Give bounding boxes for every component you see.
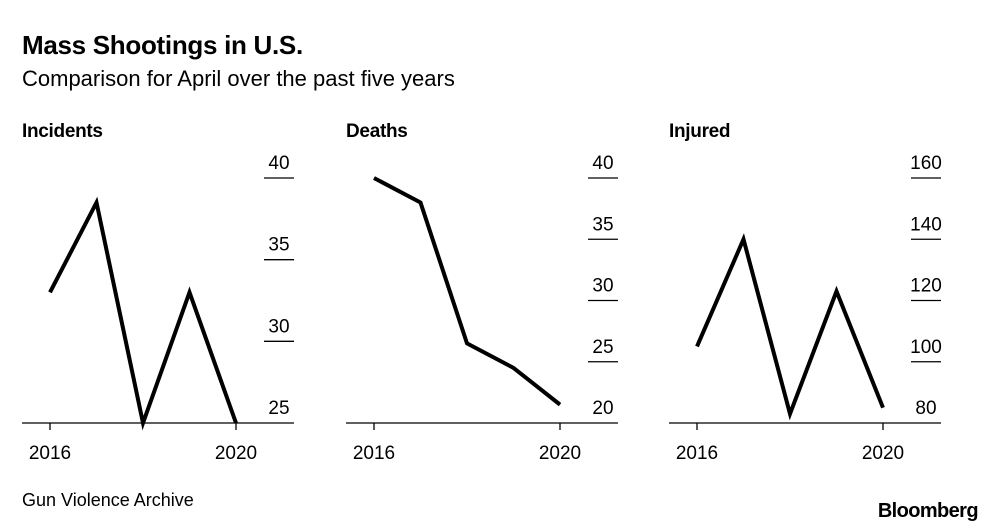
y-tick-label: 25: [592, 337, 613, 358]
y-tick-label: 40: [592, 153, 613, 174]
y-tick-label: 160: [910, 153, 942, 174]
y-tick-label: 80: [915, 398, 936, 419]
injured-panel-title: Injured: [669, 121, 731, 142]
bloomberg-logo: Bloomberg: [877, 500, 979, 522]
series-line: [373, 176, 562, 407]
y-tick-label: 100: [910, 337, 942, 358]
deaths-panel-title: Deaths: [346, 121, 408, 142]
y-tick-label: 30: [268, 316, 289, 337]
chart-subtitle: Comparison for April over the past five …: [22, 66, 455, 91]
y-tick-label: 25: [268, 398, 289, 419]
incidents-chart: 25 30 35 40 2016 2020: [22, 153, 294, 464]
deaths-chart: 20 25 30 35 40 2016 2020: [346, 153, 618, 464]
injured-panel: Injured 80 100 120 140 160 2016 2020: [669, 118, 969, 478]
y-tick-label: 30: [592, 276, 613, 297]
y-tick-label: 140: [910, 214, 942, 235]
y-tick-label: 40: [268, 153, 289, 174]
x-tick-label: 2016: [353, 443, 395, 464]
y-tick-label: 35: [592, 214, 613, 235]
chart-title: Mass Shootings in U.S.: [22, 30, 303, 60]
x-tick-label: 2016: [29, 443, 71, 464]
x-tick-label: 2020: [539, 443, 581, 464]
deaths-panel: Deaths 20 25 30 35 40 2016 2020: [346, 118, 646, 478]
x-tick-label: 2016: [676, 443, 718, 464]
x-tick-label: 2020: [215, 443, 257, 464]
incidents-panel: Incidents 25 30 35 40 2016 2020: [22, 118, 322, 478]
y-tick-label: 20: [592, 398, 613, 419]
incidents-panel-title: Incidents: [22, 121, 103, 142]
x-tick-label: 2020: [862, 443, 904, 464]
y-tick-label: 35: [268, 235, 289, 256]
injured-chart: 80 100 120 140 160 2016 2020: [669, 153, 942, 464]
y-tick-label: 120: [910, 276, 942, 297]
source-note: Gun Violence Archive: [22, 490, 194, 510]
series-line: [48, 196, 238, 431]
series-line: [695, 233, 885, 421]
